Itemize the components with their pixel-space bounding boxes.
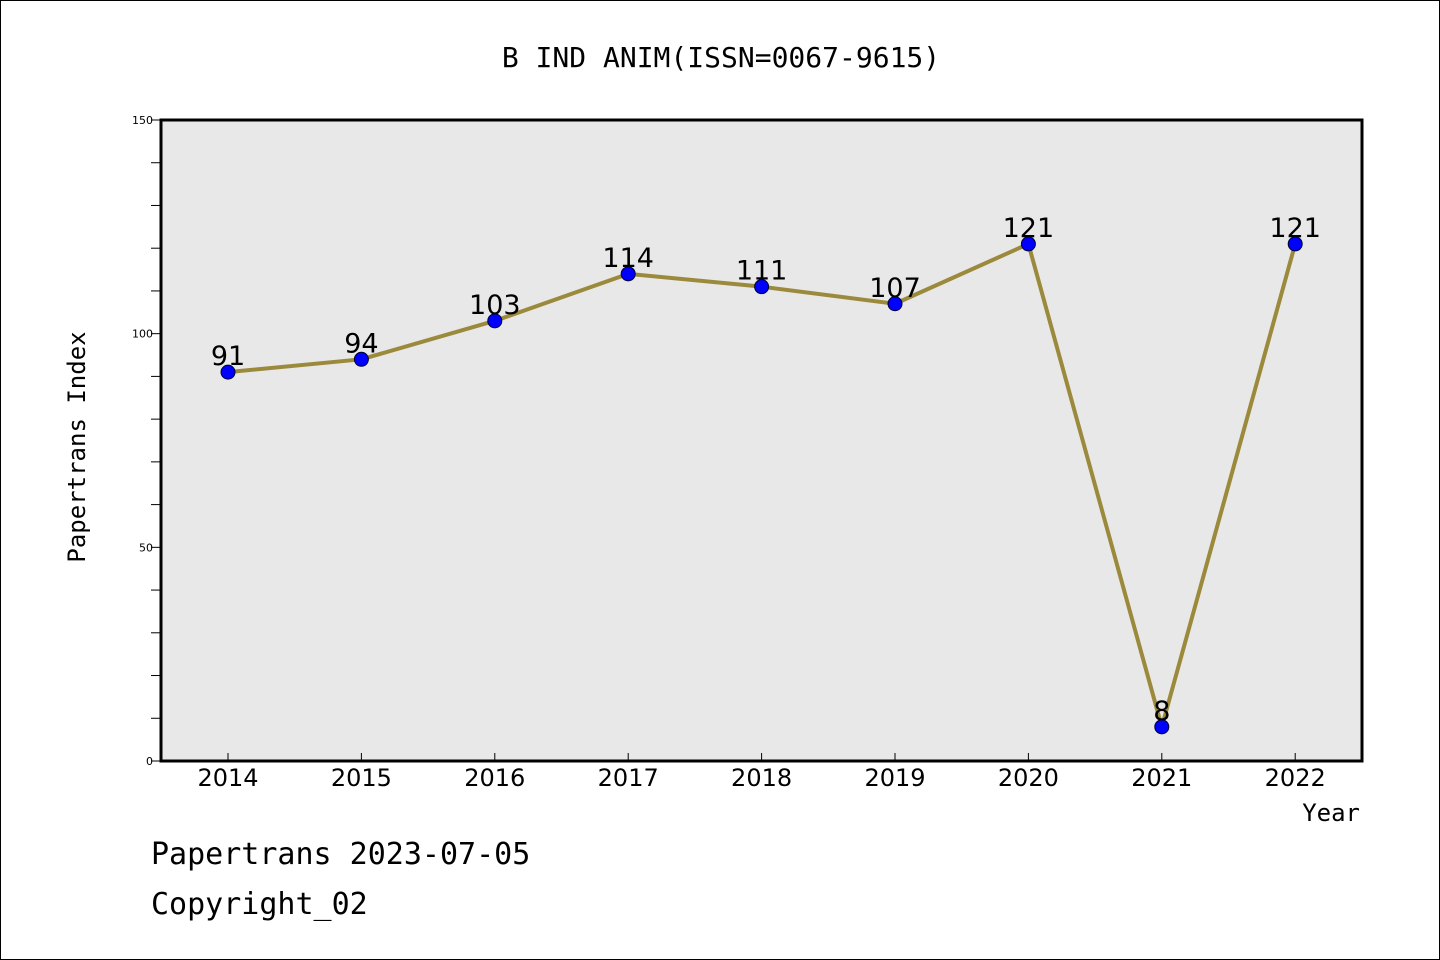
x-tick-label: 2015 — [331, 764, 392, 792]
x-axis-label: Year — [1302, 799, 1360, 827]
data-label: 91 — [211, 341, 245, 372]
data-point — [754, 279, 770, 295]
series-layer: 91 94 103 114 111 107 121 8 121 — [211, 213, 1321, 735]
x-tick-label: 2018 — [731, 764, 792, 792]
x-axis-ticks: 2014 2015 2016 2017 2018 2019 2020 2021 2022 — [197, 753, 1326, 792]
y-axis-label: Papertrans Index — [63, 331, 91, 562]
data-label: 111 — [736, 256, 788, 287]
chart-title: B IND ANIM(ISSN=0067-9615) — [502, 41, 940, 74]
y-tick-label: 0 — [146, 755, 153, 768]
plot-area — [159, 118, 1364, 763]
x-tick-label: 2014 — [197, 764, 258, 792]
x-tick-label: 2017 — [598, 764, 659, 792]
x-tick-label: 2020 — [998, 764, 1059, 792]
y-tick-label: 50 — [139, 541, 153, 554]
data-label: 107 — [869, 273, 921, 304]
data-label: 121 — [1003, 213, 1055, 244]
data-label: 114 — [602, 243, 654, 274]
data-point — [620, 266, 636, 282]
data-point — [487, 313, 503, 329]
x-tick-label: 2022 — [1265, 764, 1326, 792]
x-tick-label: 2019 — [864, 764, 925, 792]
y-tick-label: 150 — [132, 114, 153, 127]
data-label: 94 — [344, 328, 378, 359]
x-tick-label: 2021 — [1131, 764, 1192, 792]
y-tick-label: 100 — [132, 328, 153, 341]
data-label: 103 — [469, 290, 521, 321]
data-label: 8 — [1153, 696, 1170, 727]
data-point — [887, 296, 903, 312]
footer-date-line: Papertrans 2023-07-05 — [151, 837, 531, 872]
data-point — [1287, 236, 1303, 252]
footer-copyright: Copyright_02 — [151, 887, 368, 922]
data-point — [1154, 719, 1170, 735]
data-point — [220, 364, 236, 380]
data-point — [353, 351, 369, 367]
data-label: 121 — [1269, 213, 1321, 244]
x-tick-label: 2016 — [464, 764, 525, 792]
data-point — [1020, 236, 1036, 252]
y-axis-ticks: 0 50 100 150 — [132, 114, 161, 768]
